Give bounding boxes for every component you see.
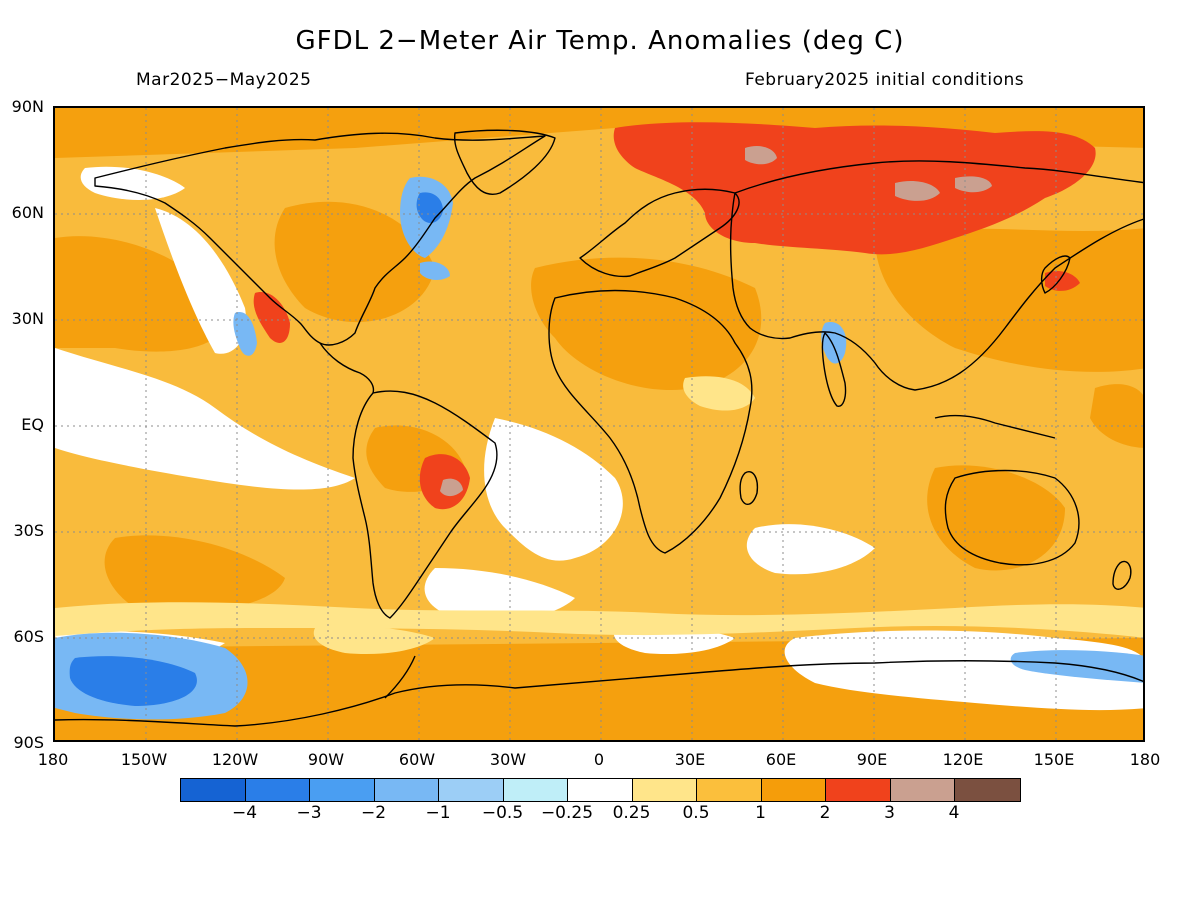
colorbar-swatch: [439, 779, 504, 801]
colorbar-tick-label: 1: [755, 803, 766, 823]
coast-greenland: [453, 129, 556, 195]
lon-label-180e: 180: [1129, 750, 1161, 769]
lon-label-60e: 60E: [765, 750, 797, 769]
coast-madagascar: [739, 471, 759, 505]
lon-label-180w: 180: [37, 750, 69, 769]
colorbar-swatch: [697, 779, 762, 801]
chart-title: GFDL 2−Meter Air Temp. Anomalies (deg C): [295, 26, 905, 56]
lon-label-120w: 120W: [211, 750, 259, 769]
lat-label-90n: 90N: [11, 97, 44, 116]
coast-africa: [548, 289, 753, 554]
field-red-2-3: [253, 122, 1096, 510]
colorbar: [180, 778, 1021, 802]
lon-label-120e: 120E: [942, 750, 984, 769]
coast-australia: [944, 469, 1080, 566]
lat-label-30n: 30N: [11, 309, 44, 328]
forecast-period: Mar2025−May2025: [136, 70, 312, 90]
colorbar-swatch: [181, 779, 246, 801]
lon-label-150w: 150W: [120, 750, 168, 769]
graticule: [55, 108, 1143, 740]
lon-label-0: 0: [593, 750, 605, 769]
colorbar-tick-label: 0.25: [612, 803, 651, 823]
lon-label-150e: 150E: [1033, 750, 1075, 769]
colorbar-swatch: [826, 779, 891, 801]
anomaly-map: [53, 106, 1145, 742]
lat-label-30s: 30S: [13, 521, 44, 540]
lon-label-90e: 90E: [856, 750, 888, 769]
colorbar-tick-label: 3: [884, 803, 895, 823]
colorbar-swatch: [632, 779, 697, 801]
anomaly-map-svg: [55, 108, 1143, 740]
field-blue-neg-3: [69, 192, 443, 706]
colorbar-swatch: [245, 779, 310, 801]
lat-label-eq: EQ: [21, 415, 44, 434]
colorbar-tick-label: −2: [360, 803, 387, 823]
coast-north-america: [94, 132, 546, 346]
coast-antarctica: [55, 660, 1143, 727]
field-yellow: [55, 376, 1143, 655]
colorbar-swatch: [890, 779, 955, 801]
lon-label-30e: 30E: [674, 750, 706, 769]
colorbar-swatch: [503, 779, 568, 801]
colorbar-tick-label: 2: [819, 803, 831, 823]
lat-label-90s: 90S: [13, 733, 44, 752]
colorbar-swatch: [374, 779, 439, 801]
lon-label-30w: 30W: [489, 750, 527, 769]
colorbar-swatch: [568, 779, 633, 801]
colorbar-tick-label: 0.5: [682, 803, 710, 823]
colorbar-tick-label: 4: [948, 803, 960, 823]
lat-label-60n: 60N: [11, 203, 44, 222]
colorbar-swatch: [310, 779, 375, 801]
lat-label-60s: 60S: [13, 627, 44, 646]
coast-asia: [729, 160, 1143, 391]
coastlines: [55, 129, 1143, 727]
lon-label-60w: 60W: [398, 750, 436, 769]
initial-conditions: February2025 initial conditions: [745, 70, 1025, 90]
colorbar-tick-label: −4: [231, 803, 258, 823]
colorbar-swatch: [761, 779, 826, 801]
colorbar-tick-label: −1: [425, 803, 451, 823]
colorbar-swatch: [955, 779, 1020, 801]
colorbar-tick-label: −0.5: [481, 803, 524, 823]
colorbar-tick-label: −0.25: [540, 803, 594, 823]
coast-europe: [579, 188, 740, 278]
coast-south-america: [352, 390, 498, 619]
lon-label-90w: 90W: [307, 750, 345, 769]
field-brown-3-4: [440, 146, 992, 497]
colorbar-tick-label: −3: [296, 803, 322, 823]
